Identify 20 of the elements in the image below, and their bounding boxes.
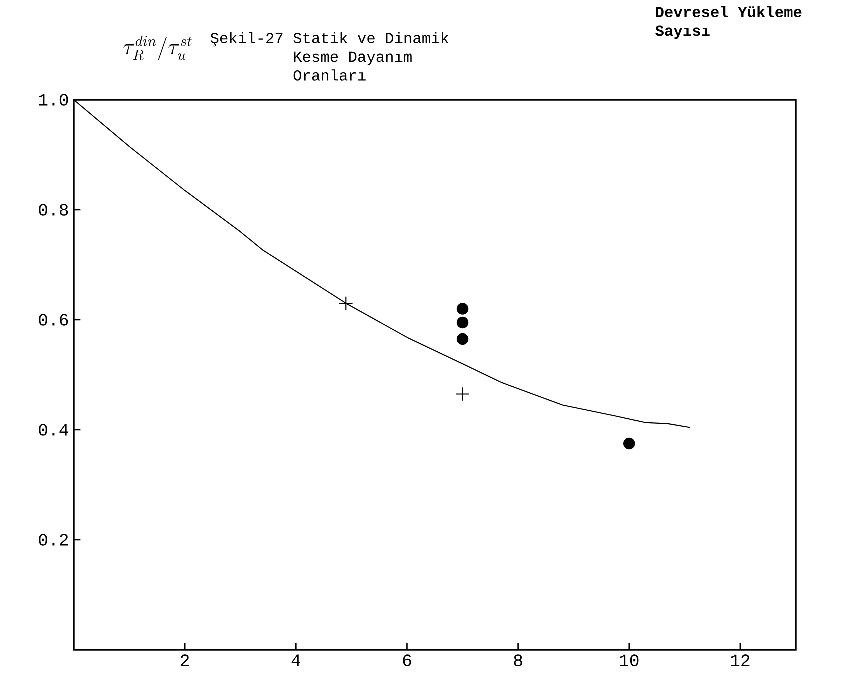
y-tick-label: 0.2 bbox=[39, 534, 68, 546]
point bbox=[456, 387, 470, 402]
point bbox=[456, 303, 469, 315]
x-tick-label: 8 bbox=[514, 654, 522, 666]
x-axis-title: Devresel Yükleme Sayısı bbox=[656, 6, 802, 40]
y-tick-label: 0.8 bbox=[39, 204, 68, 216]
y-tick-label: 0.6 bbox=[39, 314, 68, 326]
y-tick-label: 0.4 bbox=[39, 424, 68, 436]
x-tick-label: 10 bbox=[620, 654, 639, 666]
chart-title: Şekil-27 Statik ve Dinamik Kesme Dayanım Oranları bbox=[210, 32, 449, 81]
point bbox=[456, 316, 469, 329]
y-tick-label: 1.0 bbox=[39, 94, 68, 106]
y-axis-title: $\tau_{R}^{din}/\tau_{u}^{st}$ bbox=[124, 36, 192, 60]
x-tick-label: 4 bbox=[292, 654, 300, 666]
point bbox=[624, 438, 636, 450]
x-tick-label: 12 bbox=[731, 654, 750, 666]
point bbox=[338, 296, 354, 311]
x-tick-label: 6 bbox=[403, 654, 412, 666]
point bbox=[456, 333, 469, 346]
x-tick-label: 2 bbox=[181, 654, 190, 666]
